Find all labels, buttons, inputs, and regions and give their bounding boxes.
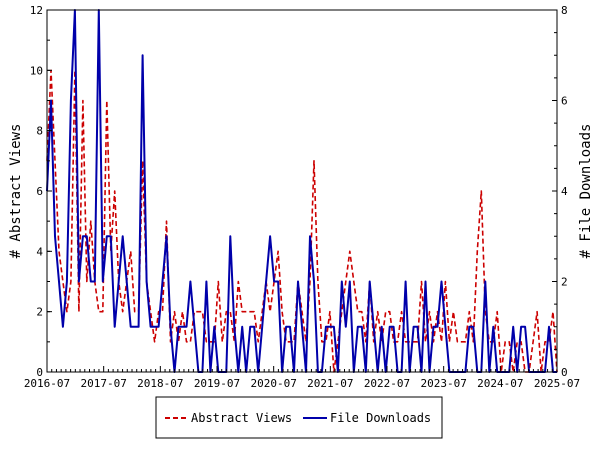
- y-left-tick-label: 12: [30, 4, 43, 17]
- legend-box: [155, 396, 443, 439]
- y-right-tick-label: 8: [561, 4, 568, 17]
- x-tick-label: 2016-07: [24, 377, 70, 390]
- axes-layer: [46, 9, 558, 373]
- x-tick-label: 2023-07: [420, 377, 466, 390]
- legend: Abstract Views File Downloads: [155, 396, 443, 439]
- y-right-tick-label: 0: [561, 366, 568, 379]
- x-tick-label: 2020-07: [250, 377, 296, 390]
- x-tick-label: 2022-07: [364, 377, 410, 390]
- y-left-tick-label: 4: [36, 245, 43, 258]
- x-tick-label: 2024-07: [477, 377, 523, 390]
- x-tick-label: 2018-07: [137, 377, 183, 390]
- x-tick-label: 2019-07: [194, 377, 240, 390]
- legend-label-file-downloads: File Downloads: [330, 411, 431, 425]
- y-left-tick-label: 2: [36, 306, 43, 319]
- y-right-tick-label: 4: [561, 185, 568, 198]
- x-tick-label: 2017-07: [80, 377, 126, 390]
- y-right-tick-label: 6: [561, 95, 568, 108]
- y-left-tick-label: 6: [36, 185, 43, 198]
- series-line-file-downloads: [46, 9, 557, 373]
- y-axis-left-title: # Abstract Views: [8, 124, 24, 259]
- y-axis-right-title: # File Downloads: [578, 124, 594, 259]
- y-left-tick-label: 0: [36, 366, 43, 379]
- series-line-abstract-views: [46, 69, 558, 373]
- x-tick-label: 2021-07: [307, 377, 353, 390]
- series-layer: [46, 9, 558, 373]
- y-left-tick-label: 8: [36, 125, 43, 138]
- labels-layer: 0 2 4 6 8 10 12 0 2 4 6 8 2016-07 2017-07 2018-07 2019-…: [24, 4, 580, 390]
- y-right-tick-label: 2: [561, 276, 568, 289]
- y-left-tick-label: 10: [30, 64, 43, 77]
- x-tick-label: 2025-07: [534, 377, 580, 390]
- legend-label-abstract-views: Abstract Views: [191, 411, 292, 425]
